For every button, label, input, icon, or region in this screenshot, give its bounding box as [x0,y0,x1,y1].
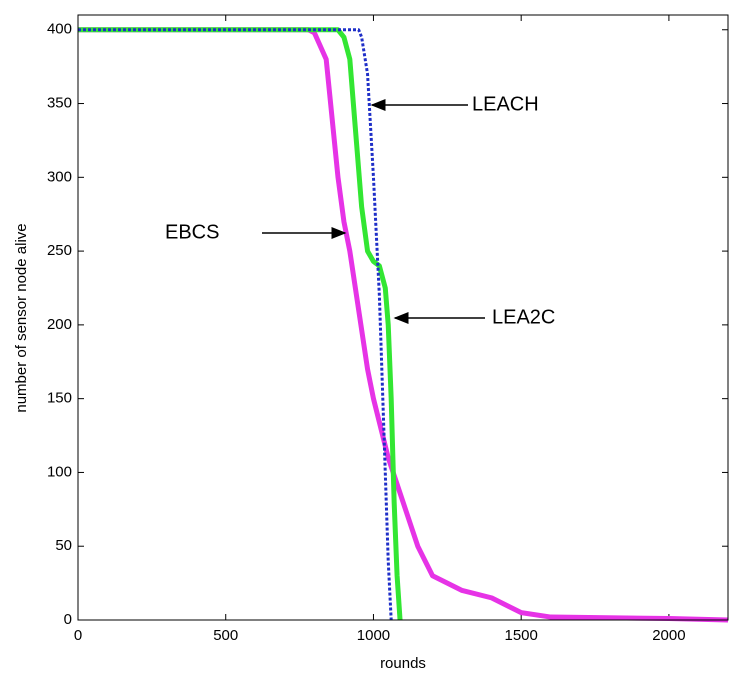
y-tick-label: 350 [47,95,72,112]
series-line [78,28,393,621]
series-line [78,27,403,621]
annotation: EBCS [165,221,219,243]
y-tick-label: 100 [47,463,72,480]
x-tick-label: 500 [213,627,238,644]
x-tick-label: 0 [74,627,82,644]
x-tick-label: 1500 [504,627,537,644]
y-tick-label: 250 [47,242,72,259]
plot-frame [77,14,729,621]
y-tick-label: 0 [64,611,72,628]
x-tick-label: 2000 [652,627,685,644]
x-axis-label: rounds [380,655,426,672]
y-tick-label: 50 [55,537,72,554]
x-tick-label: 1000 [357,627,390,644]
annotation: LEACH [472,93,539,115]
y-tick-label: 400 [47,21,72,38]
y-tick-label: 200 [47,316,72,333]
y-axis-label: number of sensor node alive [13,223,30,412]
annotation: LEA2C [492,306,555,328]
series-line [78,27,729,623]
y-tick-label: 300 [47,168,72,185]
y-tick-label: 150 [47,390,72,407]
